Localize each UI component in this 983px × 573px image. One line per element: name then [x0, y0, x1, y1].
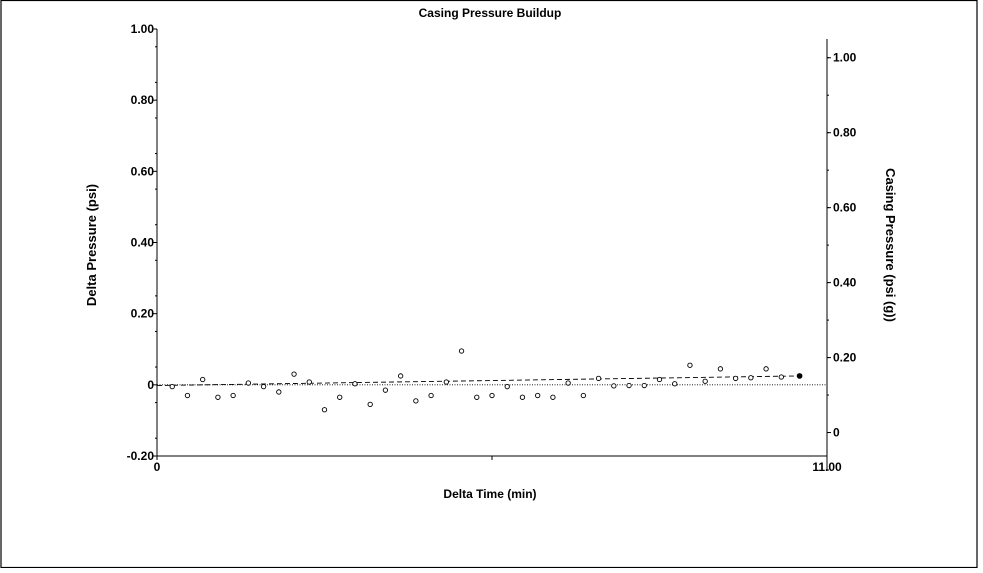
data-point: [672, 381, 678, 387]
last-data-point: [796, 373, 803, 379]
y2-tick-label: 0.80: [833, 126, 857, 140]
y-tick-label: 0: [147, 378, 154, 392]
data-point: [428, 392, 434, 399]
data-point: [565, 380, 571, 386]
data-point: [458, 348, 465, 354]
data-point: [276, 389, 282, 395]
data-point: [504, 383, 510, 390]
y-tick-label: 0.80: [131, 93, 155, 107]
plot-layer: 1.000.800.600.400.200-0.201.000.800.600.…: [127, 22, 857, 474]
data-point: [184, 392, 191, 399]
y2-tick-label: 0.20: [833, 351, 857, 365]
data-point: [626, 382, 632, 389]
data-point: [580, 392, 587, 399]
data-point: [260, 383, 267, 390]
data-point: [763, 366, 769, 372]
data-point: [732, 375, 739, 382]
data-point: [337, 394, 343, 400]
y-tick-label: 1.00: [131, 22, 155, 36]
y-tick-label: 0.40: [131, 236, 155, 250]
data-point: [717, 366, 724, 372]
data-point: [656, 376, 663, 383]
y-tick-label: 0.20: [131, 307, 155, 321]
data-point: [413, 398, 419, 404]
y2-tick-label: 0: [833, 426, 840, 440]
x-axis-label: Delta Time (min): [443, 487, 536, 501]
data-point: [291, 371, 297, 377]
y-axis-label: Delta Pressure (psi): [84, 184, 99, 306]
data-point: [702, 378, 708, 384]
y2-tick-label: 1.00: [833, 51, 857, 65]
data-point: [489, 392, 495, 399]
chart-title: Casing Pressure Buildup: [419, 6, 562, 20]
data-point: [778, 374, 784, 380]
trend-line: [156, 375, 800, 386]
data-point: [519, 394, 526, 400]
data-point: [352, 381, 358, 387]
y2-tick-label: 0.60: [833, 201, 857, 215]
data-point: [443, 379, 449, 385]
data-point: [321, 407, 328, 413]
data-point: [687, 362, 693, 368]
data-point: [611, 383, 617, 389]
data-point: [474, 394, 480, 400]
data-point: [200, 376, 206, 383]
data-point: [215, 394, 221, 400]
data-point: [595, 375, 602, 382]
y2-tick-label: 0.40: [833, 276, 857, 290]
data-point: [382, 387, 389, 393]
x-tick-label: 11.00: [812, 460, 842, 474]
data-point: [535, 392, 541, 399]
data-point: [748, 375, 754, 381]
data-point: [245, 380, 252, 386]
data-point: [550, 394, 556, 400]
y-tick-label: -0.20: [127, 449, 155, 463]
data-point: [397, 373, 404, 379]
y-tick-label: 0.60: [131, 164, 155, 178]
data-point: [367, 401, 373, 408]
x-tick-label: 0: [154, 460, 161, 474]
data-point: [306, 379, 312, 385]
data-point: [641, 382, 647, 389]
y2-axis-label: Casing Pressure (psi (g)): [883, 168, 898, 322]
data-point: [169, 383, 175, 390]
data-point: [230, 392, 236, 399]
